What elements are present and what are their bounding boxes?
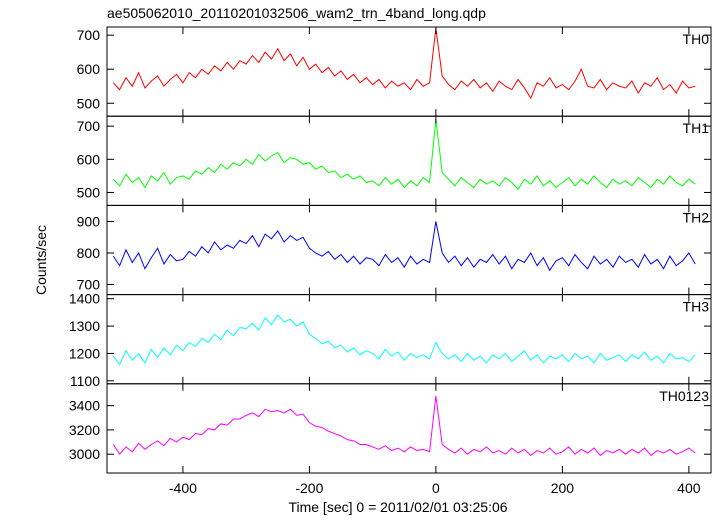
y-tick-label: 1200 [69, 345, 100, 361]
y-tick-label: 900 [77, 213, 101, 229]
x-tick-label: 0 [432, 480, 440, 496]
y-tick-label: 1100 [70, 373, 100, 389]
panel-label: TH2 [683, 209, 710, 225]
y-tick-label: 700 [77, 277, 101, 293]
data-line [112, 28, 696, 100]
panel-label: TH1 [683, 120, 710, 136]
y-tick-label: 700 [77, 118, 101, 134]
y-tick-label: 500 [77, 95, 101, 111]
panel-label: TH0123 [659, 388, 709, 404]
data-line [112, 395, 696, 457]
x-tick-label: -200 [295, 480, 323, 496]
data-line [112, 119, 696, 190]
y-tick-label: 1400 [69, 291, 100, 307]
y-tick-label: 3400 [69, 398, 100, 414]
y-tick-label: 1300 [69, 318, 100, 334]
y-tick-label: 600 [77, 151, 101, 167]
x-tick-label: -400 [169, 480, 197, 496]
data-line [112, 221, 696, 272]
y-tick-label: 500 [77, 184, 101, 200]
y-axis-label: Counts/sec [33, 225, 49, 295]
x-tick-label: 200 [551, 480, 575, 496]
y-tick-label: 700 [77, 27, 101, 43]
panel-label: TH3 [683, 299, 710, 315]
x-axis-label: Time [sec] 0 = 2011/02/01 03:25:06 [288, 499, 507, 515]
panel-frame [106, 383, 712, 474]
y-tick-label: 3000 [69, 446, 100, 462]
panel-label: TH0 [683, 31, 710, 47]
y-tick-label: 800 [77, 245, 101, 261]
y-tick-label: 600 [77, 61, 101, 77]
x-tick-label: 400 [677, 480, 701, 496]
chart-title: ae505062010_20110201032506_wam2_trn_4ban… [107, 5, 486, 21]
data-line [112, 314, 696, 366]
y-tick-label: 3200 [69, 422, 100, 438]
